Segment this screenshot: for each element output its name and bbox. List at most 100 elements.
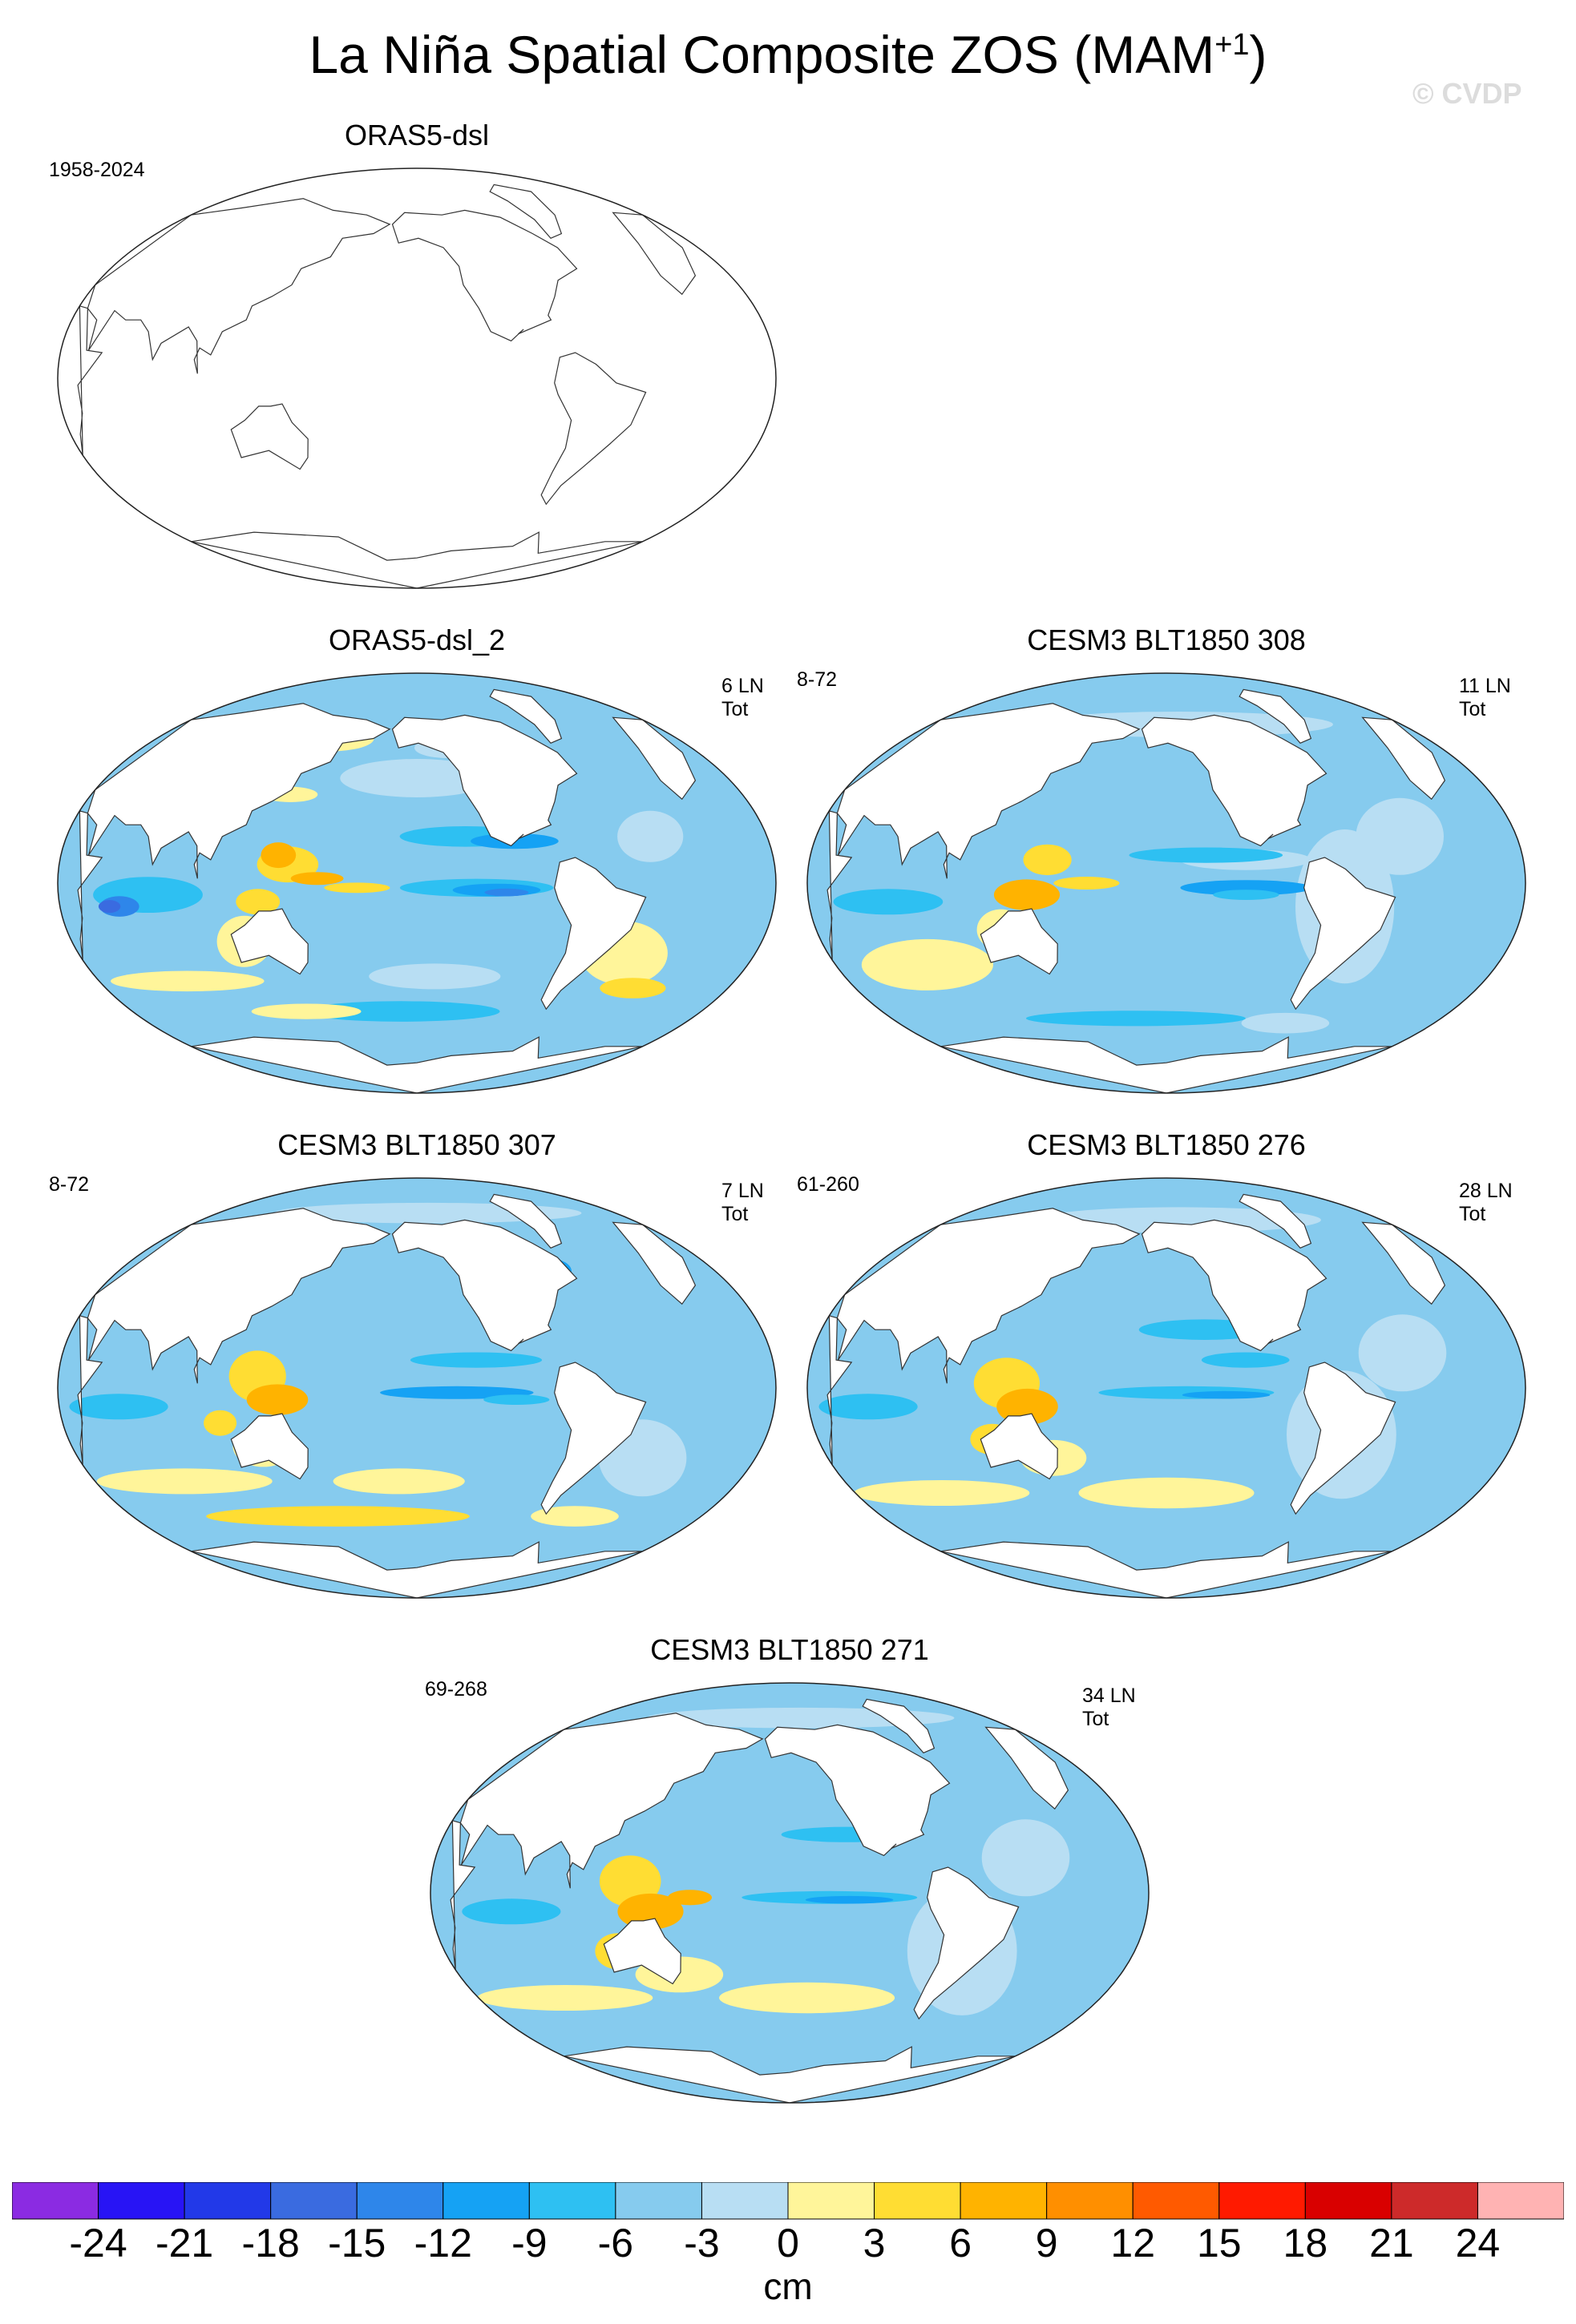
anomaly-contour	[236, 889, 281, 915]
land-europe	[612, 1221, 697, 1305]
anomaly-contour	[1213, 890, 1279, 900]
land-greenland	[1239, 688, 1312, 744]
panel-events-label: 11 LN Tot	[1459, 675, 1511, 720]
colorbar-swatch	[701, 2182, 789, 2220]
anomaly-contour	[1190, 961, 1322, 992]
colorbar-swatch	[1391, 2182, 1478, 2220]
map-panel-cesm3-271: CESM3 BLT1850 271 69-268 34 LN Tot	[417, 1633, 1162, 2122]
colorbar-tick-label: 9	[1035, 2221, 1058, 2265]
colorbar-swatch	[442, 2182, 530, 2220]
land-americaS	[540, 1362, 647, 1515]
land-australia	[230, 908, 309, 975]
land-americaN	[391, 209, 578, 342]
anomaly-contour	[1201, 1352, 1290, 1368]
anomaly-contour	[600, 978, 666, 999]
colorbar-swatch	[1046, 2182, 1134, 2220]
land-americaS	[540, 352, 647, 506]
anomaly-contour	[69, 1394, 168, 1420]
colorbar-tick-label: 0	[777, 2221, 799, 2265]
colorbar-swatch	[787, 2182, 875, 2220]
colorbar-swatch	[1304, 2182, 1392, 2220]
panel-events-label: 6 LN Tot	[721, 675, 764, 720]
anomaly-contour	[204, 1410, 237, 1436]
land-asia	[836, 1208, 1141, 1384]
anomaly-contour	[462, 1898, 561, 1925]
map-frame	[57, 167, 777, 589]
anomaly-contour	[833, 889, 944, 915]
colorbar-tick-label: -3	[684, 2221, 720, 2265]
land-africa	[450, 1819, 476, 1971]
panel-years-label: 61-260	[797, 1173, 859, 1196]
colorbar-tick-label: 18	[1283, 2221, 1328, 2265]
panel-title: CESM3 BLT1850 271	[650, 1633, 929, 1666]
panel-title: CESM3 BLT1850 276	[1027, 1128, 1306, 1161]
panel-title: CESM3 BLT1850 307	[277, 1128, 556, 1161]
colorbar-swatch	[1132, 2182, 1220, 2220]
anomaly-contour	[993, 879, 1061, 910]
anomaly-contour	[251, 1003, 362, 1019]
land-europe	[1361, 716, 1446, 801]
land-americaS	[540, 857, 647, 1011]
colorbar-swatch	[960, 2182, 1048, 2220]
anomaly-contour	[719, 1982, 895, 2014]
figure-title: La Niña Spatial Composite ZOS (MAM+1)	[309, 25, 1267, 84]
anomaly-contour	[818, 1394, 918, 1420]
anomaly-contour	[483, 1394, 550, 1405]
land-europe	[984, 1726, 1069, 1810]
anomaly-contour	[96, 1468, 273, 1495]
land-americaN	[1141, 1219, 1327, 1352]
anomaly-contour	[1026, 1011, 1246, 1027]
anomaly-contour	[1053, 877, 1120, 890]
colorbar-swatch	[874, 2182, 961, 2220]
land-africa	[77, 305, 103, 456]
land-americaS	[1290, 857, 1396, 1011]
land-americaN	[391, 1219, 578, 1352]
colorbar-tick-label: 24	[1455, 2221, 1501, 2265]
colorbar-tick-label: -12	[414, 2221, 472, 2265]
anomaly-contour	[484, 888, 529, 897]
colorbar-tick-label: -18	[241, 2221, 300, 2265]
world-map	[57, 672, 777, 1094]
land-greenland	[489, 184, 563, 240]
panel-years-label: 8-72	[797, 668, 838, 691]
land-australia	[603, 1918, 681, 1985]
map-frame	[806, 1177, 1526, 1599]
panel-years-label: 8-72	[49, 1173, 90, 1196]
land-asia	[836, 703, 1141, 879]
land-australia	[230, 1413, 309, 1480]
anomaly-contour	[981, 1819, 1070, 1897]
colorbar-tick-label: 15	[1196, 2221, 1242, 2265]
anomaly-contour	[333, 1468, 465, 1495]
land-americaN	[1141, 714, 1327, 847]
colorbar-swatch	[98, 2182, 185, 2220]
panel-title: CESM3 BLT1850 308	[1027, 623, 1306, 656]
anomaly-contour	[111, 970, 265, 992]
anomaly-contour	[369, 963, 501, 990]
anomaly-contour	[1180, 880, 1312, 896]
world-map	[57, 167, 777, 589]
cvdp-watermark: © CVDP	[1412, 77, 1522, 110]
anomaly-contour	[1023, 844, 1072, 876]
land-americaN	[764, 1724, 951, 1857]
anomaly-contour	[668, 1890, 712, 1906]
anomaly-contour	[617, 810, 684, 862]
colorbar-swatch	[1218, 2182, 1306, 2220]
anomaly-contour	[1078, 1477, 1255, 1509]
land-asia	[87, 198, 391, 374]
map-frame	[57, 672, 777, 1094]
colorbar-tick-label: 21	[1369, 2221, 1414, 2265]
panel-title: ORAS5-dsl_2	[328, 623, 506, 656]
anomaly-contour	[1356, 797, 1444, 875]
colorbar-swatch	[12, 2182, 99, 2220]
colorbar-tick-label: -9	[511, 2221, 548, 2265]
land-greenland	[1239, 1193, 1312, 1249]
colorbar-tick-label: -24	[69, 2221, 127, 2265]
anomaly-contour	[324, 882, 390, 894]
map-panel-cesm3-308: CESM3 BLT1850 308 8-72 11 LN Tot	[794, 623, 1539, 1112]
panel-events-label: 34 LN Tot	[1082, 1684, 1136, 1730]
anomaly-contour	[477, 1985, 653, 2011]
anomaly-contour	[861, 938, 993, 991]
colorbar-swatch	[270, 2182, 358, 2220]
anomaly-contour	[531, 1506, 619, 1527]
world-map	[57, 1177, 777, 1599]
